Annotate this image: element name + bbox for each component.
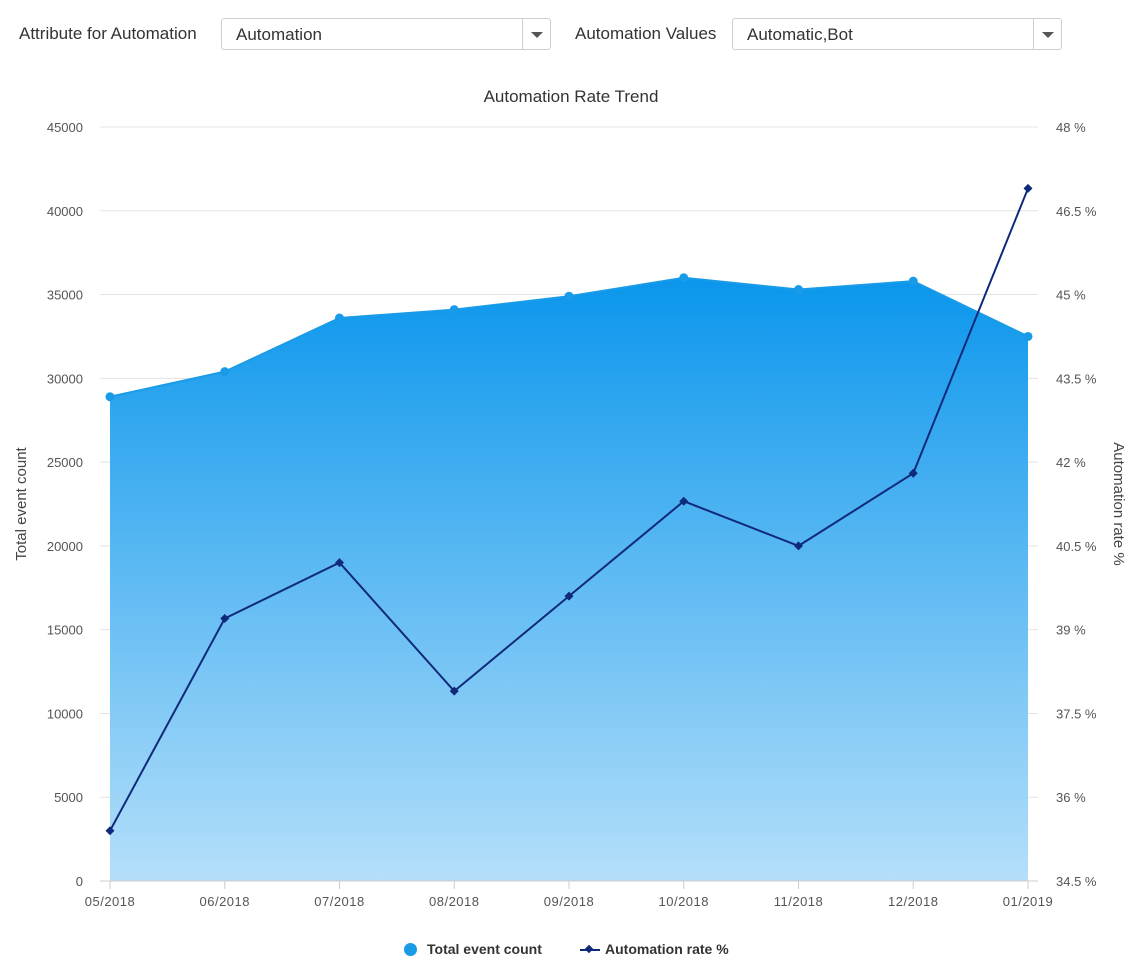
x-tick-label: 10/2018 <box>659 894 710 909</box>
total-event-count-area <box>110 277 1028 881</box>
x-tick-label: 01/2019 <box>1003 894 1054 909</box>
y-right-tick-label: 45 % <box>1056 288 1086 303</box>
line-series-layer <box>105 183 1033 836</box>
automation-rate-point <box>105 826 115 836</box>
area-series-layer <box>105 273 1033 881</box>
y-right-tick-label: 42 % <box>1056 455 1086 470</box>
automation-rate-point <box>794 541 803 551</box>
x-tick-label: 07/2018 <box>314 894 365 909</box>
y-left-tick-label: 25000 <box>47 455 83 470</box>
y-left-tick-label: 0 <box>76 874 83 889</box>
y-right-tick-label: 43.5 % <box>1056 371 1097 386</box>
y-left-tick-label: 20000 <box>47 539 83 554</box>
y-left-tick-label: 35000 <box>47 288 83 303</box>
y-right-axis-title: Automation rate % <box>1110 442 1127 565</box>
y-left-tick-label: 40000 <box>47 204 83 219</box>
total-event-count-point <box>908 276 918 286</box>
total-event-count-point <box>335 313 344 323</box>
attribute-label: Attribute for Automation <box>19 24 197 43</box>
y-left-tick-label: 45000 <box>47 120 83 135</box>
chevron-down-icon[interactable] <box>522 19 550 49</box>
x-tick-label: 11/2018 <box>774 894 824 909</box>
automation-rate-point <box>908 468 918 478</box>
filter-bar: Attribute for Automation Automation Auto… <box>0 0 1137 70</box>
y-right-tick-label: 37.5 % <box>1056 706 1097 721</box>
attribute-select[interactable]: Automation <box>221 18 551 50</box>
legend-label: Automation rate % <box>605 941 729 957</box>
y-right-tick-label: 40.5 % <box>1056 539 1097 554</box>
chevron-down-icon[interactable] <box>1033 19 1061 49</box>
x-tick-label: 12/2018 <box>888 894 939 909</box>
automation-rate-point <box>449 686 459 696</box>
y-right-tick-label: 34.5 % <box>1056 874 1097 889</box>
total-event-count-point <box>220 367 230 377</box>
y-left-tick-label: 5000 <box>54 790 83 805</box>
automation-rate-point <box>679 496 689 506</box>
x-tick-label: 09/2018 <box>544 894 595 909</box>
automation-rate-point <box>564 591 574 601</box>
chart-title: Automation Rate Trend <box>484 87 659 106</box>
y-left-tick-label: 15000 <box>47 623 83 638</box>
y-right-tick-label: 48 % <box>1056 120 1086 135</box>
total-event-count-point <box>679 273 689 283</box>
legend-line-diamond-icon <box>580 949 600 951</box>
values-select[interactable]: Automatic,Bot <box>732 18 1062 50</box>
y-left-tick-label: 10000 <box>47 706 83 721</box>
y-left-axis-title: Total event count <box>13 446 30 560</box>
total-event-count-point <box>105 392 115 402</box>
legend-label: Total event count <box>427 941 542 957</box>
total-event-count-point <box>449 305 459 315</box>
total-event-count-point <box>794 285 803 295</box>
automation-rate-point <box>335 558 344 568</box>
values-select-value: Automatic,Bot <box>747 25 853 44</box>
automation-rate-point <box>220 613 230 623</box>
values-label: Automation Values <box>575 24 717 43</box>
automation-rate-point <box>1023 183 1033 193</box>
x-tick-label: 05/2018 <box>85 894 136 909</box>
attribute-select-value: Automation <box>236 25 322 44</box>
legend-dot-icon <box>404 943 417 956</box>
axes: 0 34.5 % 5000 36 % 10000 37.5 % 15000 39 % 20000… <box>13 120 1127 909</box>
x-tick-label: 08/2018 <box>429 894 480 909</box>
y-right-tick-label: 36 % <box>1056 790 1086 805</box>
automation-rate-chart: Automation Rate Trend 0 34.5 % 5000 36 % 100… <box>13 87 1127 909</box>
y-right-tick-label: 46.5 % <box>1056 204 1097 219</box>
y-right-tick-label: 39 % <box>1056 623 1086 638</box>
total-event-count-point <box>1023 331 1033 341</box>
y-left-tick-label: 30000 <box>47 371 83 386</box>
total-event-count-point <box>564 291 574 301</box>
x-tick-label: 06/2018 <box>200 894 251 909</box>
legend: Total event count Automation rate % <box>0 940 1137 960</box>
